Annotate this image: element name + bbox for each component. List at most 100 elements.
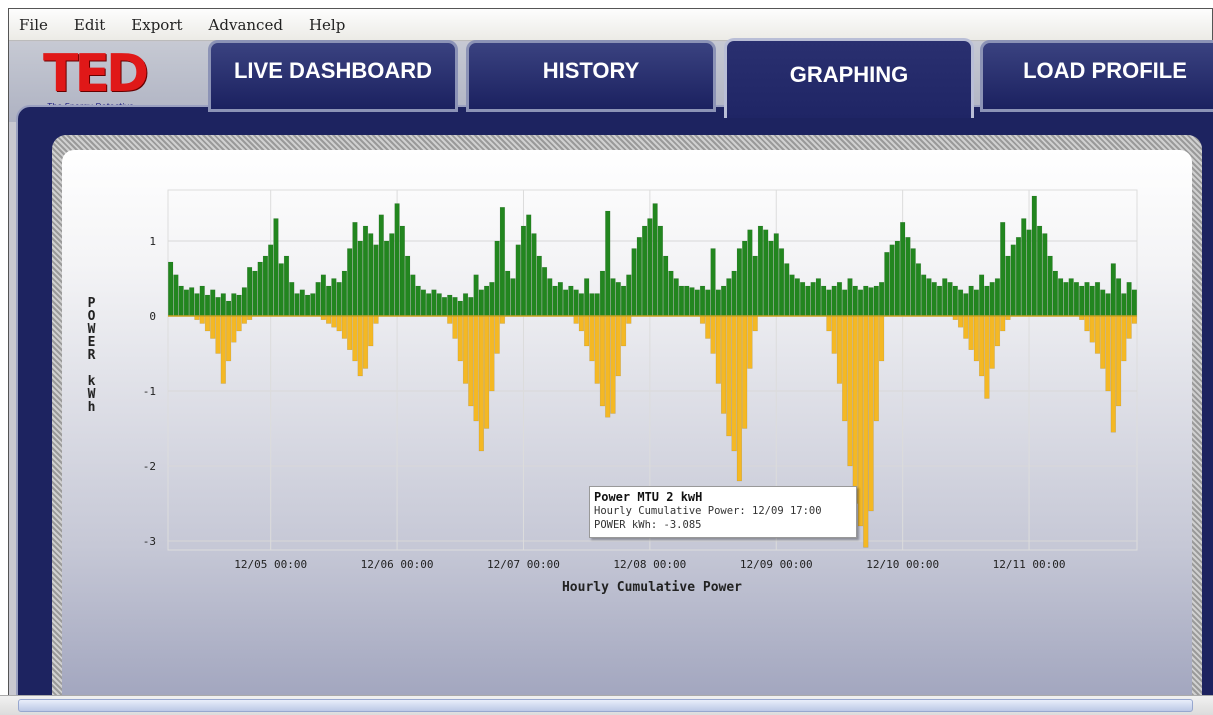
bar (799, 282, 806, 317)
bar (1031, 195, 1037, 317)
bar (1100, 315, 1106, 369)
bar (483, 285, 490, 317)
bar (1021, 218, 1027, 317)
bar (963, 293, 969, 317)
bar (852, 285, 858, 317)
bar (863, 285, 869, 317)
bar (341, 270, 348, 317)
bar (831, 285, 837, 317)
bar (520, 225, 527, 317)
bar (462, 293, 469, 317)
menu-item[interactable]: Export (131, 15, 183, 34)
bar (926, 278, 932, 317)
x-tick-label: 12/08 00:00 (613, 558, 686, 571)
bar (173, 274, 179, 317)
bar (989, 315, 995, 369)
x-tick-label: 12/09 00:00 (740, 558, 813, 571)
bar (878, 282, 885, 317)
bar (815, 278, 822, 317)
bar (410, 274, 416, 317)
bar (984, 315, 990, 399)
bar (489, 315, 495, 392)
bar (1105, 315, 1111, 392)
bar (383, 240, 390, 317)
bar (578, 315, 585, 332)
bar (225, 315, 232, 362)
bar (1005, 255, 1011, 317)
bar (910, 248, 916, 317)
bar (620, 285, 627, 317)
bar (1042, 233, 1048, 317)
bar (231, 315, 237, 343)
bar (294, 293, 300, 317)
bar (747, 315, 753, 369)
bar (336, 315, 342, 332)
bar (1079, 285, 1085, 317)
bar (768, 240, 774, 317)
bar (1015, 237, 1022, 317)
bar (652, 203, 658, 317)
bar (663, 255, 669, 317)
bar (594, 315, 600, 384)
bar (326, 285, 332, 317)
bar (620, 315, 627, 347)
bar (957, 315, 964, 328)
bar (541, 267, 548, 317)
bar (626, 315, 632, 324)
bar (183, 289, 190, 317)
bar (457, 300, 463, 317)
bar (568, 285, 574, 317)
bar (252, 270, 258, 317)
bar (210, 315, 216, 339)
bar (220, 315, 226, 384)
tab[interactable]: HISTORY (466, 40, 716, 112)
bar (499, 207, 506, 317)
menu-item[interactable]: Help (308, 15, 346, 34)
bar (1094, 315, 1101, 354)
bar (747, 229, 753, 317)
menu-item[interactable]: Edit (73, 15, 106, 34)
bar (636, 237, 642, 317)
x-axis-label: Hourly Cumulative Power (562, 580, 742, 595)
bar (199, 285, 205, 317)
bar (489, 282, 495, 317)
bar (905, 237, 911, 317)
bar (715, 315, 721, 384)
bar (742, 240, 748, 317)
bar (584, 278, 590, 317)
bar (842, 289, 848, 317)
bar (478, 315, 484, 452)
y-tick-label: -2 (143, 460, 156, 473)
menu-item[interactable]: Advanced (208, 15, 283, 34)
bar (942, 278, 948, 317)
bar (615, 282, 621, 317)
bar (915, 263, 922, 317)
bar (347, 315, 353, 350)
bar (368, 315, 374, 347)
x-tick-label: 12/05 00:00 (234, 558, 307, 571)
scroll-thumb[interactable] (18, 699, 1193, 712)
bar (352, 222, 358, 317)
bar (873, 285, 879, 317)
bar (204, 315, 211, 332)
bar (752, 255, 758, 317)
bar (315, 282, 321, 317)
bar (304, 294, 311, 317)
horizontal-scrollbar[interactable] (0, 695, 1213, 715)
bar (352, 315, 358, 362)
bar (894, 240, 901, 317)
bar (868, 287, 874, 317)
bar (515, 244, 521, 317)
tab[interactable]: LOAD PROFILE (980, 40, 1213, 112)
bar (900, 222, 906, 317)
bar (331, 315, 337, 328)
bar (773, 233, 779, 317)
bar (931, 282, 937, 317)
bar (283, 255, 290, 317)
bar (731, 315, 737, 452)
tab[interactable]: GRAPHING (724, 38, 974, 118)
menu-item[interactable]: File (19, 15, 48, 34)
tab[interactable]: LIVE DASHBOARD (208, 40, 458, 112)
